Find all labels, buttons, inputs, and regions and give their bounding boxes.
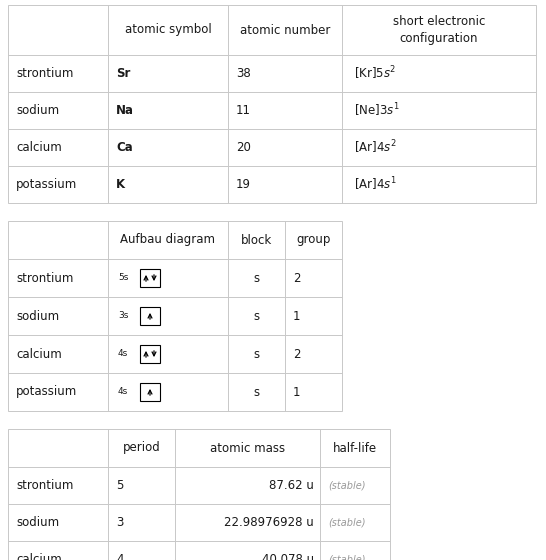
Text: Aufbau diagram: Aufbau diagram [121,234,216,246]
Text: 5: 5 [116,479,123,492]
Text: K: K [116,178,125,191]
Text: group: group [296,234,331,246]
Text: 4s: 4s [118,388,128,396]
Text: 11: 11 [236,104,251,117]
Bar [140,345,160,363]
Text: atomic number: atomic number [240,24,330,36]
Text: 5s: 5s [118,273,128,282]
Text: 2: 2 [293,272,300,284]
Text: period: period [123,441,161,455]
Bar [140,269,160,287]
Text: 19: 19 [236,178,251,191]
Text: 1: 1 [293,310,300,323]
Text: 20: 20 [236,141,251,154]
Bar [140,307,160,325]
Text: $\mathregular{[Kr]5}s^2$: $\mathregular{[Kr]5}s^2$ [354,65,396,82]
Text: sodium: sodium [16,310,59,323]
Text: strontium: strontium [16,479,73,492]
Text: 87.62 u: 87.62 u [269,479,314,492]
Text: $\mathregular{[Ar]4}s^1$: $\mathregular{[Ar]4}s^1$ [354,176,397,193]
Text: potassium: potassium [16,178,77,191]
Text: s: s [253,310,259,323]
Bar [8,5,536,203]
Bar [140,383,160,401]
Text: strontium: strontium [16,272,73,284]
Bar [8,221,342,411]
Text: s: s [253,385,259,399]
Text: 4s: 4s [118,349,128,358]
Text: calcium: calcium [16,348,62,361]
Text: $\mathregular{[Ne]3}s^1$: $\mathregular{[Ne]3}s^1$ [354,102,400,119]
Text: (stable): (stable) [328,517,365,528]
Bar [8,429,390,560]
Text: block: block [241,234,272,246]
Text: potassium: potassium [16,385,77,399]
Text: 3s: 3s [118,311,128,320]
Text: Sr: Sr [116,67,130,80]
Text: Ca: Ca [116,141,133,154]
Text: short electronic
configuration: short electronic configuration [393,15,485,45]
Text: 2: 2 [293,348,300,361]
Text: sodium: sodium [16,104,59,117]
Text: calcium: calcium [16,141,62,154]
Text: (stable): (stable) [328,554,365,560]
Text: $\mathregular{[Ar]4}s^2$: $\mathregular{[Ar]4}s^2$ [354,139,396,156]
Text: atomic symbol: atomic symbol [124,24,211,36]
Text: s: s [253,348,259,361]
Text: sodium: sodium [16,516,59,529]
Text: 22.98976928 u: 22.98976928 u [224,516,314,529]
Text: s: s [253,272,259,284]
Text: Na: Na [116,104,134,117]
Text: 38: 38 [236,67,251,80]
Text: half-life: half-life [333,441,377,455]
Text: 1: 1 [293,385,300,399]
Text: (stable): (stable) [328,480,365,491]
Text: strontium: strontium [16,67,73,80]
Text: atomic mass: atomic mass [210,441,285,455]
Text: calcium: calcium [16,553,62,560]
Text: 3: 3 [116,516,123,529]
Text: 40.078 u: 40.078 u [262,553,314,560]
Text: 4: 4 [116,553,123,560]
